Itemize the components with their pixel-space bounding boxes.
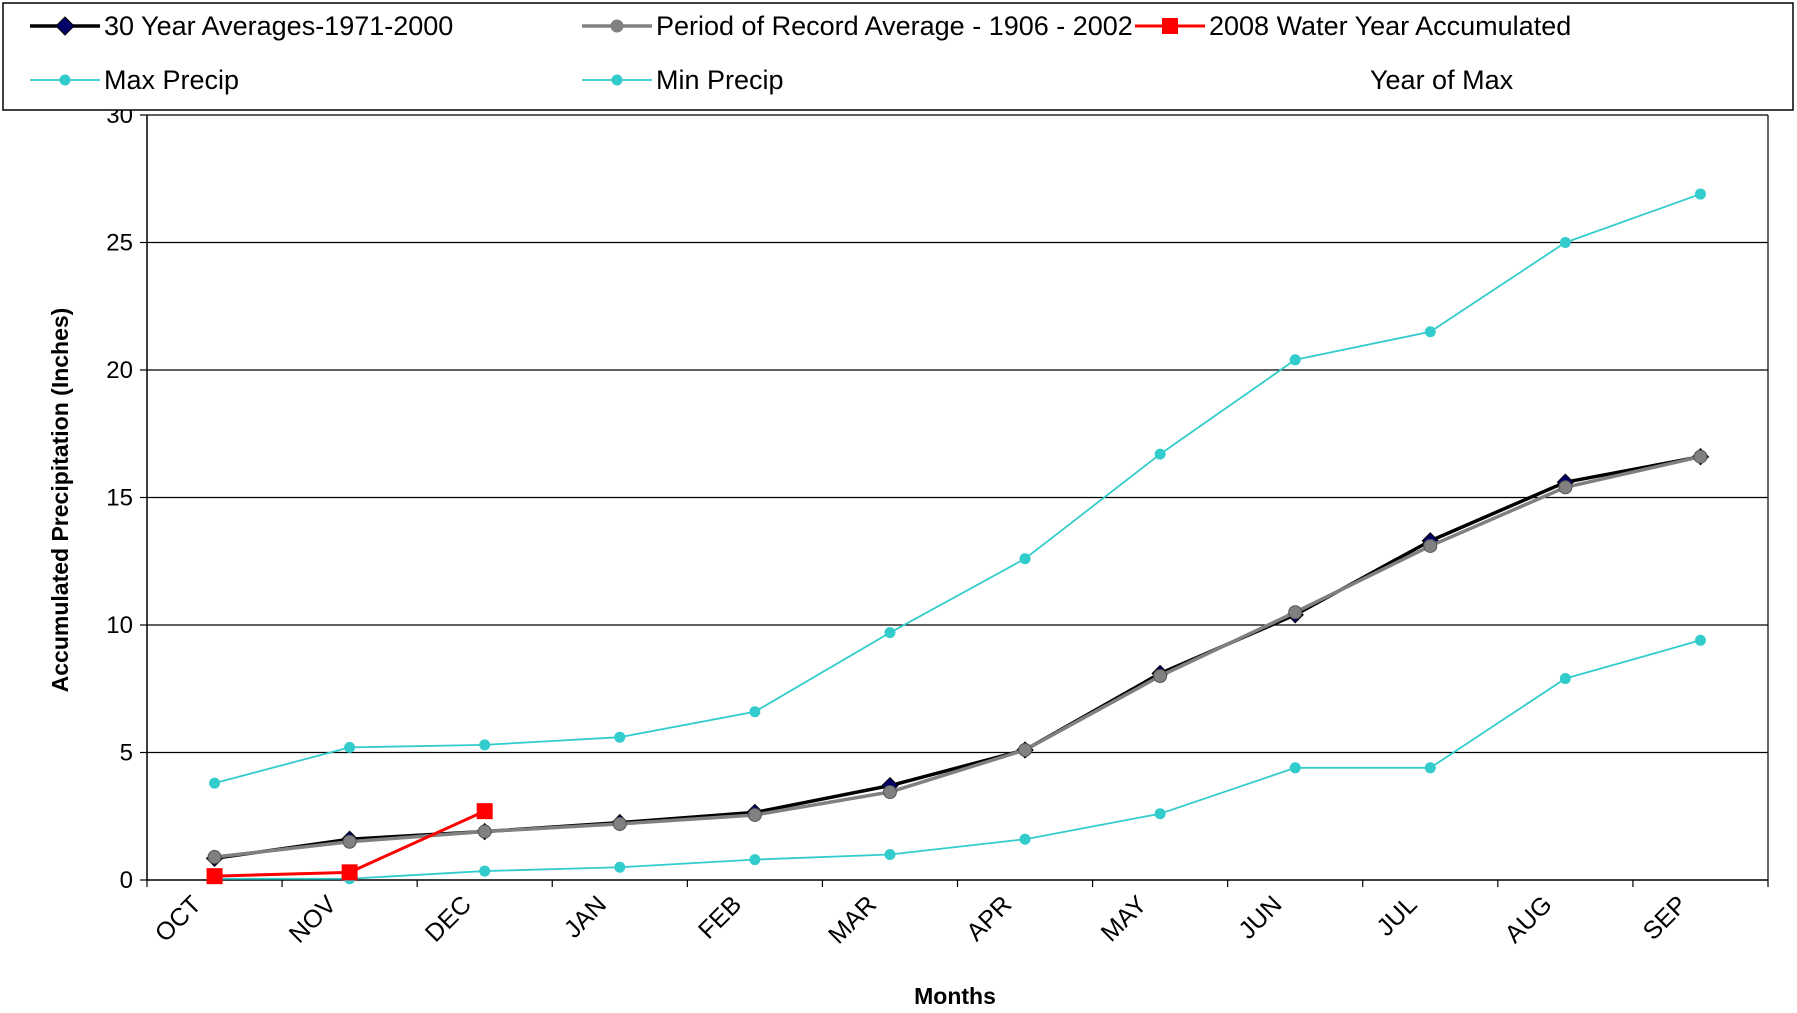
point-max-precip [1154,448,1166,460]
x-tick-label: MAY [1096,890,1153,947]
legend-marker [610,19,624,33]
point-period-of-record-average-1906-2002 [882,785,897,800]
y-tick-label: 0 [120,867,133,894]
point-min-precip [1559,673,1571,685]
point-max-precip [614,731,626,743]
point-period-of-record-average-1906-2002 [1558,480,1573,495]
legend-marker [55,16,75,36]
legend-label: 30 Year Averages-1971-2000 [104,11,453,41]
legend-label: Year of Max [1370,65,1514,95]
legend-label: Min Precip [656,65,784,95]
x-tick-label: AUG [1500,890,1558,948]
x-tick-label: DEC [420,890,477,947]
x-tick-label: FEB [693,890,747,944]
point-period-of-record-average-1906-2002 [342,834,357,849]
x-tick-label: JUN [1233,890,1287,944]
legend: 30 Year Averages-1971-2000 Period of Reco… [2,2,1794,111]
series-line-period-of-record-average-1906-2002 [214,454,1701,859]
y-tick-label: 20 [106,357,133,384]
x-tick-label: JUL [1371,890,1422,941]
legend-marker [59,74,71,86]
y-tick-label: 25 [106,230,133,257]
point-period-of-record-average-1906-2002 [747,807,762,822]
point-period-of-record-average-1906-2002 [1693,449,1708,464]
grid-layer [147,114,1768,754]
legend-label: Period of Record Average - 1906 - 2002 [656,11,1133,41]
point-max-precip [884,627,896,639]
y-tick-label: 15 [106,485,133,512]
x-axis-title: Months [914,983,996,1008]
legend-marker [1162,18,1178,34]
x-tick-label: NOV [284,890,342,948]
point-max-precip [1559,237,1571,248]
point-min-precip [1424,762,1436,774]
point-max-precip [1289,354,1301,366]
point-max-precip [749,706,761,718]
point-period-of-record-average-1906-2002 [1288,605,1303,620]
series-line-min-precip [214,639,1701,880]
point-period-of-record-average-1906-2002 [477,824,492,839]
point-max-precip [209,777,221,789]
point-max-precip [479,739,491,751]
point-max-precip [1424,326,1436,338]
x-tick-label: JAN [559,890,612,943]
point-min-precip [749,854,761,866]
x-tick-label: OCT [150,890,207,947]
point-period-of-record-average-1906-2002 [1018,742,1033,757]
point-2008-water-year-accumulated [341,864,358,881]
point-period-of-record-average-1906-2002 [207,850,222,865]
x-tick-label: APR [961,890,1017,946]
point-min-precip [884,849,896,860]
x-tick-label: SEP [1638,890,1693,945]
point-min-precip [1154,808,1166,820]
point-2008-water-year-accumulated [206,868,223,885]
legend-box [2,2,1794,111]
series-layer [205,188,1710,885]
series-line-max-precip [214,193,1701,784]
legend-label: Max Precip [104,65,239,95]
point-min-precip [614,861,626,873]
point-min-precip [1019,833,1031,845]
y-tick-label: 5 [120,740,133,767]
point-max-precip [1694,188,1706,200]
point-period-of-record-average-1906-2002 [612,816,627,831]
point-period-of-record-average-1906-2002 [1153,669,1168,683]
legend-label: 2008 Water Year Accumulated [1209,11,1571,41]
legend-marker [611,74,623,86]
point-period-of-record-average-1906-2002 [1423,538,1438,553]
x-tick-label: MAR [823,890,882,949]
point-min-precip [1289,762,1301,774]
point-2008-water-year-accumulated [476,803,493,820]
y-axis-title: Accumulated Precipitation (Inches) [47,308,73,693]
point-max-precip [344,741,356,753]
point-max-precip [1019,553,1031,565]
series-line-30-year-averages-1971-2000 [214,454,1701,861]
point-min-precip [479,865,491,877]
y-tick-label: 10 [106,612,133,639]
point-min-precip [1694,634,1706,646]
